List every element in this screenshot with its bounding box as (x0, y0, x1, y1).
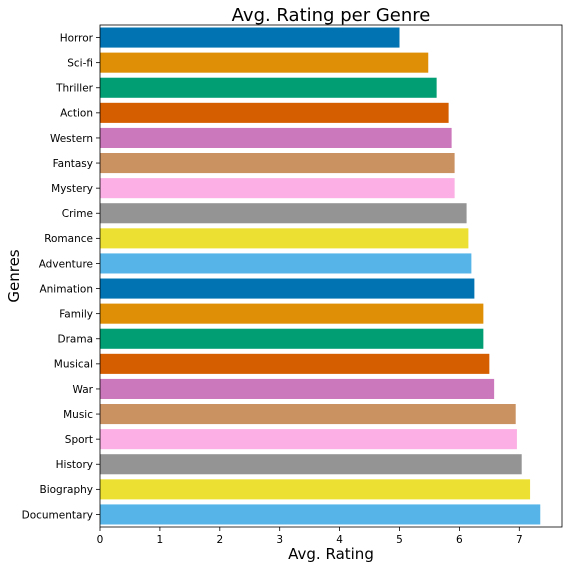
plot-frame (99, 24, 563, 528)
x-tick-label: 2 (216, 534, 223, 546)
x-tick-label: 4 (336, 534, 343, 546)
y-axis-label: Genres (5, 249, 23, 302)
x-tick-label: 6 (456, 534, 463, 546)
bar-sport (100, 429, 517, 450)
y-tick-label: Sci-fi (67, 57, 93, 69)
y-tick-label: Romance (44, 233, 93, 245)
x-tick-label: 7 (516, 534, 523, 546)
x-ticks-group: 0 1 2 3 4 5 6 7 (97, 527, 523, 546)
y-tick-label: Adventure (39, 258, 93, 270)
y-tick-label: Musical (54, 359, 93, 371)
bar-thriller (100, 77, 437, 98)
y-tick-label: Family (59, 308, 93, 320)
y-tick-label: War (73, 384, 94, 396)
y-tick-label: Horror (60, 32, 94, 44)
y-tick-label: Thriller (55, 83, 94, 95)
bar-action (100, 102, 449, 123)
bar-music (100, 404, 516, 425)
bar-family (100, 303, 484, 324)
x-tick-label: 5 (396, 534, 403, 546)
bar-documentary (100, 504, 541, 525)
bar-history (100, 454, 522, 475)
bar-romance (100, 228, 469, 249)
y-ticks-group: Horror Sci-fi Thriller Action Western Fantasy… (22, 32, 100, 521)
bar-horror (100, 27, 400, 48)
bar-western (100, 127, 452, 148)
bar-sci-fi (100, 52, 429, 73)
y-tick-label: Crime (62, 208, 93, 220)
x-axis-label: Avg. Rating (288, 545, 374, 563)
bar-fantasy (100, 153, 455, 174)
bar-adventure (100, 253, 472, 274)
y-tick-label: Biography (40, 484, 94, 496)
y-tick-label: History (56, 459, 93, 471)
bar-mystery (100, 178, 455, 199)
bar-biography (100, 479, 531, 500)
y-tick-label: Drama (58, 334, 94, 346)
y-tick-label: Music (63, 409, 93, 421)
y-tick-label: Fantasy (53, 158, 93, 170)
x-tick-label: 1 (157, 534, 164, 546)
bar-war (100, 378, 495, 399)
y-tick-label: Western (50, 133, 93, 145)
y-tick-label: Sport (65, 434, 93, 446)
y-tick-label: Documentary (22, 509, 93, 521)
x-tick-label: 3 (276, 534, 283, 546)
y-tick-label: Mystery (51, 183, 93, 195)
bar-drama (100, 328, 484, 349)
bar-musical (100, 353, 490, 374)
x-tick-label: 0 (97, 534, 104, 546)
y-tick-label: Animation (39, 283, 93, 295)
y-tick-label: Action (60, 108, 93, 120)
bars-group (100, 27, 541, 525)
chart-title: Avg. Rating per Genre (232, 5, 431, 26)
bar-animation (100, 278, 475, 299)
bar-crime (100, 203, 467, 224)
